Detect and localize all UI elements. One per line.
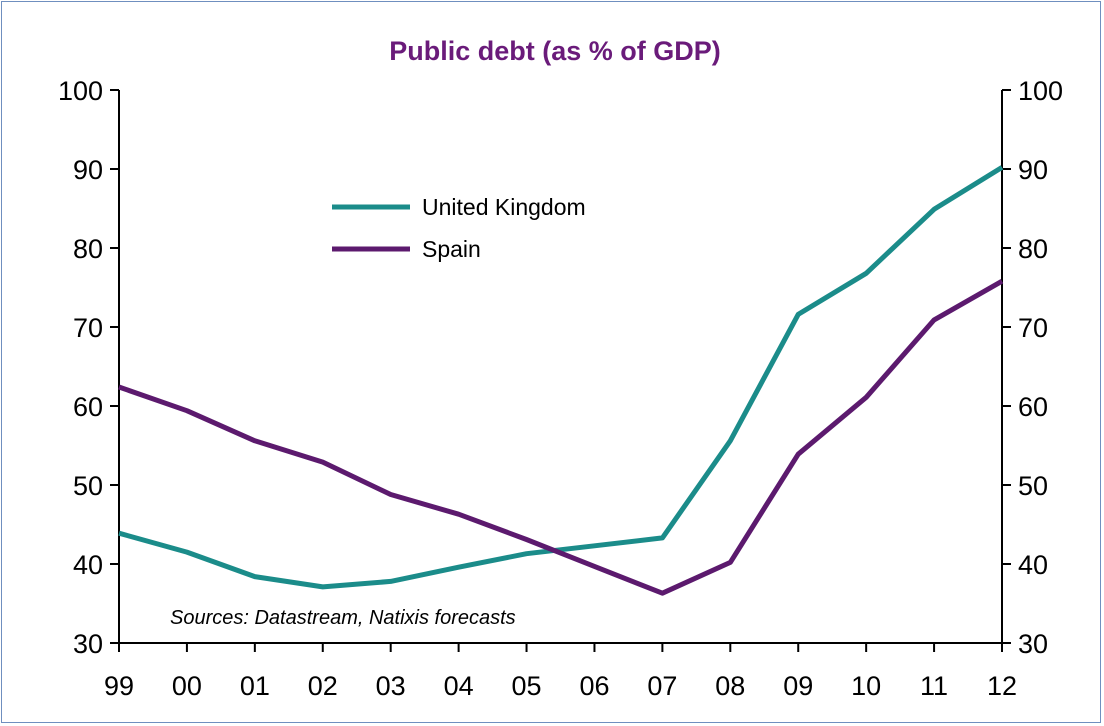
x-tick-label: 11	[920, 671, 948, 701]
y-tick-label-right: 90	[1018, 155, 1048, 185]
y-tick-label-right: 70	[1018, 313, 1048, 343]
legend-label-spain: Spain	[422, 236, 481, 262]
x-tick-label: 04	[444, 671, 474, 701]
y-tick-label-right: 40	[1018, 550, 1048, 580]
y-tick-label-right: 100	[1018, 76, 1063, 106]
x-tick-label: 07	[647, 671, 677, 701]
x-tick-label: 06	[579, 671, 609, 701]
y-tick-label-left: 80	[73, 234, 103, 264]
y-tick-label-left: 90	[73, 155, 103, 185]
y-tick-label-left: 50	[73, 471, 103, 501]
x-tick-label: 05	[512, 671, 542, 701]
y-tick-label-left: 70	[73, 313, 103, 343]
x-tick-label: 12	[987, 671, 1017, 701]
legend-label-united-kingdom: United Kingdom	[422, 194, 586, 220]
source-note: Sources: Datastream, Natixis forecasts	[170, 607, 516, 629]
series-line-united-kingdom	[118, 165, 1004, 590]
y-tick-label-right: 80	[1018, 234, 1048, 264]
x-tick-label: 00	[172, 671, 202, 701]
chart-title: Public debt (as % of GDP)	[389, 36, 721, 66]
y-tick-label-right: 50	[1018, 471, 1048, 501]
x-tick-label: 09	[783, 671, 813, 701]
y-tick-label-left: 60	[73, 392, 103, 422]
y-tick-label-right: 60	[1018, 392, 1048, 422]
y-tick-label-right: 30	[1018, 629, 1048, 659]
y-tick-label-left: 30	[73, 629, 103, 659]
series-line-spain	[118, 279, 1004, 596]
x-tick-label: 02	[308, 671, 338, 701]
y-tick-label-left: 40	[73, 550, 103, 580]
y-tick-label-left: 100	[58, 76, 103, 106]
x-tick-label: 01	[240, 671, 270, 701]
axes: 30 30 40 40 50 50 60 60 70 70 80 80 90 90 100 100 99 00 01…	[58, 76, 1063, 701]
series-layer	[118, 165, 1004, 596]
x-tick-label: 08	[715, 671, 745, 701]
legend: United Kingdom Spain	[332, 194, 586, 262]
x-tick-label: 03	[376, 671, 406, 701]
x-tick-label: 99	[104, 671, 134, 701]
x-tick-label: 10	[851, 671, 881, 701]
